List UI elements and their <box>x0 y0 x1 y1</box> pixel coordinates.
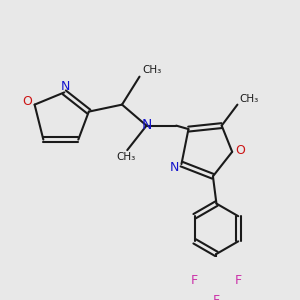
Text: O: O <box>22 94 32 108</box>
Text: N: N <box>141 118 152 132</box>
Text: CH₃: CH₃ <box>240 94 259 104</box>
Text: N: N <box>170 161 179 174</box>
Text: O: O <box>235 144 245 157</box>
Text: CH₃: CH₃ <box>116 152 135 162</box>
Text: F: F <box>235 274 242 287</box>
Text: N: N <box>60 80 70 93</box>
Text: F: F <box>191 274 198 287</box>
Text: CH₃: CH₃ <box>142 65 161 75</box>
Text: F: F <box>213 294 220 300</box>
